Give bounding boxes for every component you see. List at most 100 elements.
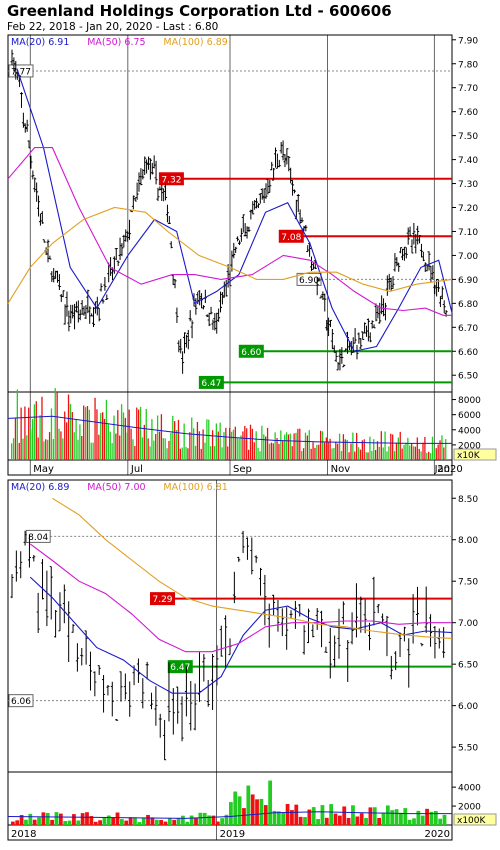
volume-bar bbox=[390, 433, 392, 460]
volume-bar bbox=[424, 437, 426, 460]
x-tick-label: 2020 bbox=[437, 464, 462, 475]
volume-bar bbox=[280, 430, 282, 460]
volume-bar bbox=[122, 412, 125, 460]
volume-bar bbox=[120, 819, 124, 825]
volume-bar bbox=[221, 447, 223, 460]
volume-bar bbox=[316, 444, 318, 460]
volume-bar bbox=[342, 434, 345, 460]
volume-bar bbox=[410, 443, 413, 460]
volume-bar bbox=[259, 451, 261, 460]
y-tick-label: 6.00 bbox=[458, 702, 478, 712]
legend-MA(50): MA(50) 6.75 bbox=[87, 37, 145, 48]
ma-line-MA(50) bbox=[7, 147, 452, 316]
volume-bar bbox=[37, 437, 39, 460]
volume-bar bbox=[111, 443, 113, 460]
volume-bar bbox=[399, 431, 401, 460]
volume-bar bbox=[192, 428, 195, 460]
volume-bar bbox=[164, 438, 166, 460]
volume-bar bbox=[295, 432, 297, 460]
legend-MA(50): MA(50) 7.00 bbox=[87, 482, 145, 493]
level-label-box bbox=[25, 529, 51, 543]
volume-bar bbox=[346, 818, 351, 825]
volume-bar bbox=[67, 820, 72, 825]
ma-line-MA(50) bbox=[29, 543, 452, 653]
volume-bar bbox=[368, 807, 373, 825]
volume-bar bbox=[75, 419, 77, 460]
volume-bar bbox=[37, 817, 41, 825]
volume-bar bbox=[41, 812, 46, 825]
volume-ma-line bbox=[7, 415, 452, 444]
volume-bar bbox=[28, 813, 33, 825]
volume-bar bbox=[357, 447, 360, 460]
volume-bar bbox=[206, 419, 208, 460]
volume-bar bbox=[329, 804, 334, 825]
volume-tick-label: 4000 bbox=[458, 426, 481, 436]
volume-bar bbox=[65, 422, 68, 460]
volume-bar bbox=[90, 442, 92, 460]
volume-bar bbox=[338, 815, 342, 825]
volume-bar bbox=[80, 813, 85, 825]
volume-bar bbox=[244, 425, 246, 460]
y-tick-label: 6.70 bbox=[458, 324, 478, 334]
volume-bar bbox=[153, 440, 155, 460]
volume-bar bbox=[290, 810, 294, 825]
volume-bar bbox=[323, 442, 326, 460]
volume-bar bbox=[162, 438, 164, 460]
volume-bar bbox=[211, 430, 214, 460]
volume-bar bbox=[31, 419, 34, 460]
level-label-box bbox=[278, 229, 304, 243]
volume-bar bbox=[259, 798, 264, 825]
volume-bar bbox=[394, 809, 399, 825]
volume-bar bbox=[64, 411, 66, 460]
volume-unit-box bbox=[453, 448, 497, 461]
volume-bar bbox=[45, 813, 50, 825]
volume-bar bbox=[359, 813, 364, 825]
level-label-box bbox=[198, 375, 224, 389]
volume-bar bbox=[168, 440, 170, 460]
y-tick-label: 7.30 bbox=[458, 180, 478, 190]
volume-bar bbox=[395, 442, 398, 460]
volume-bar bbox=[316, 818, 320, 825]
volume-bar bbox=[405, 442, 407, 460]
volume-bar bbox=[119, 435, 121, 460]
volume-bar bbox=[377, 818, 381, 825]
volume-bar bbox=[191, 417, 193, 460]
volume-bar bbox=[381, 813, 386, 825]
volume-bar bbox=[19, 815, 24, 825]
volume-bar bbox=[71, 411, 73, 460]
volume-bar bbox=[373, 439, 375, 460]
y-tick-label: 7.50 bbox=[458, 132, 478, 142]
volume-bar bbox=[237, 796, 242, 825]
volume-bar bbox=[14, 417, 17, 460]
volume-bar bbox=[371, 450, 373, 460]
volume-bar bbox=[198, 812, 203, 825]
ma-line-MA(20) bbox=[29, 576, 453, 694]
volume-bar bbox=[338, 433, 341, 460]
volume-tick-label: 2000 bbox=[458, 441, 481, 451]
volume-bar bbox=[255, 799, 259, 825]
volume-bar bbox=[50, 819, 54, 825]
level-label: 6.60 bbox=[241, 348, 261, 358]
volume-bar bbox=[261, 425, 263, 460]
volume-bar bbox=[420, 815, 425, 825]
volume-bar bbox=[435, 448, 437, 460]
volume-bar bbox=[24, 819, 28, 825]
volume-bar bbox=[102, 817, 107, 825]
volume-bar bbox=[442, 814, 447, 825]
volume-bar bbox=[306, 435, 309, 460]
level-label: 6.47 bbox=[170, 663, 190, 673]
volume-bar bbox=[285, 432, 288, 460]
volume-bar bbox=[16, 389, 18, 460]
volume-bar bbox=[263, 434, 265, 460]
volume-bar bbox=[433, 811, 438, 825]
legend-MA(20): MA(20) 6.89 bbox=[11, 482, 69, 493]
level-label: 7.08 bbox=[281, 233, 301, 243]
volume-bar bbox=[365, 452, 367, 460]
volume-bar bbox=[174, 421, 176, 460]
volume-bar bbox=[344, 439, 346, 460]
volume-bar bbox=[187, 448, 189, 460]
volume-bar bbox=[314, 447, 316, 460]
volume-bar bbox=[85, 812, 89, 825]
volume-bar bbox=[412, 446, 415, 460]
